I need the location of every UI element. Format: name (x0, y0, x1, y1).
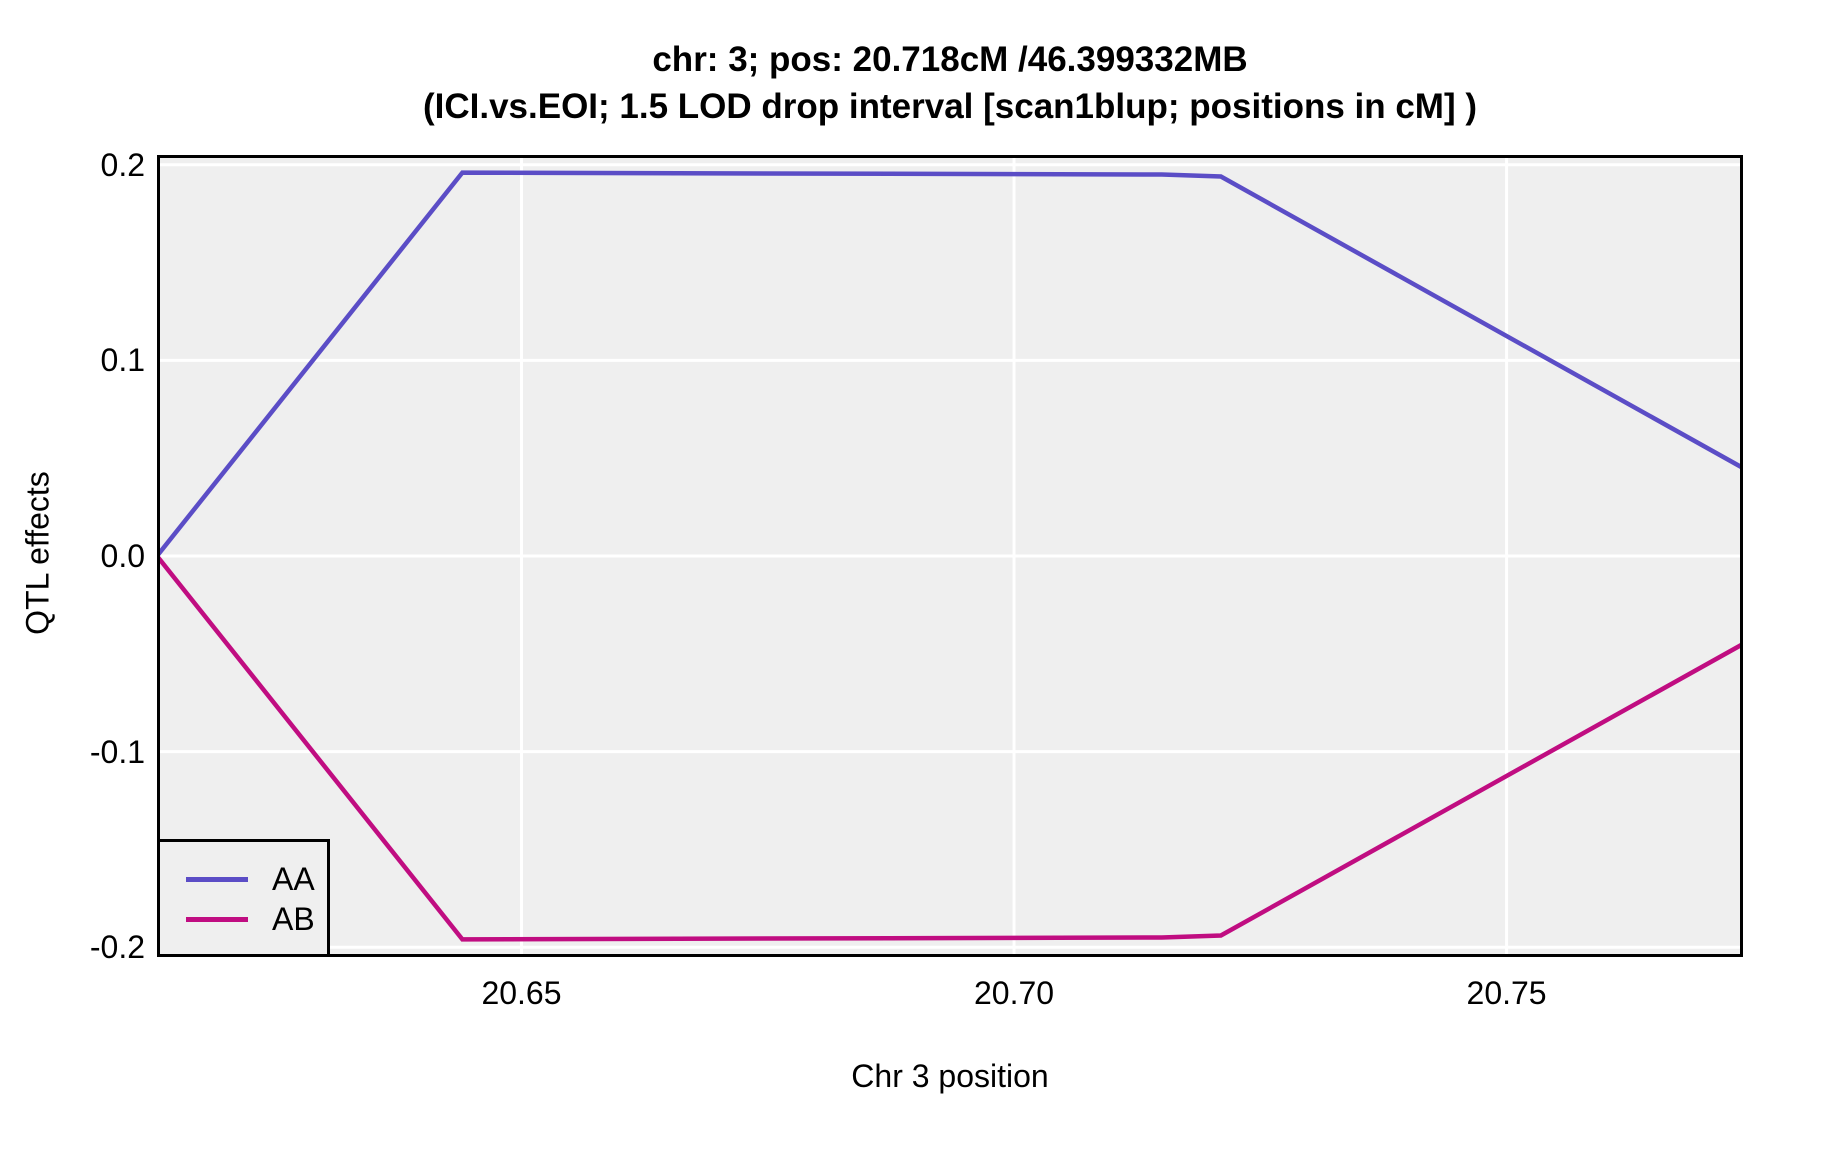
chart-title-line1: chr: 3; pos: 20.718cM /46.399332MB (652, 40, 1248, 79)
legend-item-aa: AA (160, 859, 327, 899)
x-tick-label: 20.70 (973, 975, 1055, 1011)
legend-label-ab: AB (272, 900, 315, 937)
y-tick-label: 0.1 (100, 342, 145, 379)
y-tick-label: -0.1 (89, 733, 145, 770)
plot-panel (157, 155, 1743, 957)
x-axis-title: Chr 3 position (851, 1058, 1049, 1094)
chart-title: chr: 3; pos: 20.718cM /46.399332MB (ICI.… (157, 36, 1743, 130)
y-tick-label: 0.2 (100, 146, 145, 183)
y-axis-title: QTL effects (19, 471, 56, 635)
y-tick-label: -0.2 (89, 929, 145, 966)
x-tick-label: 20.75 (1466, 975, 1547, 1011)
chart-title-line2: (ICI.vs.EOI; 1.5 LOD drop interval [scan… (422, 87, 1478, 126)
ab-line-key-icon (186, 916, 248, 922)
y-tick-label: 0.0 (100, 538, 145, 574)
legend-label-aa: AA (272, 860, 315, 897)
legend-item-ab: AB (160, 899, 327, 939)
legend: AA AB (157, 839, 330, 957)
x-tick-label: 20.65 (481, 975, 562, 1011)
aa-line-key-icon (186, 876, 248, 882)
